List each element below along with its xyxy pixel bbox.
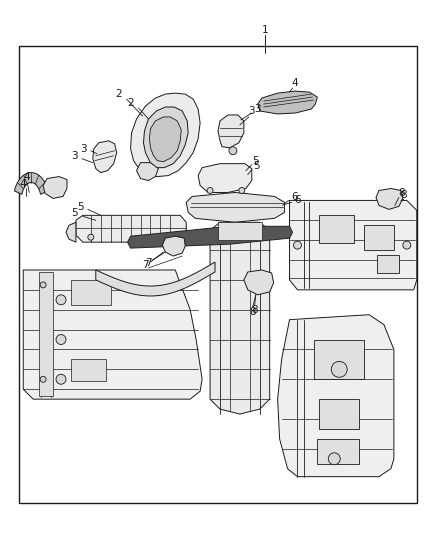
Bar: [71, 280, 111, 305]
Circle shape: [167, 234, 173, 240]
Text: 7: 7: [142, 260, 149, 270]
Bar: [19, 46, 417, 504]
Circle shape: [40, 282, 46, 288]
Text: 5: 5: [78, 203, 84, 212]
Text: 8: 8: [250, 306, 256, 317]
Circle shape: [403, 241, 411, 249]
Text: 7: 7: [145, 258, 152, 268]
Polygon shape: [96, 262, 215, 296]
Polygon shape: [218, 115, 244, 148]
Text: 6: 6: [294, 196, 301, 205]
Polygon shape: [376, 189, 403, 209]
Text: 3: 3: [254, 104, 261, 114]
Polygon shape: [23, 270, 202, 399]
Circle shape: [56, 295, 66, 305]
Bar: [314, 340, 364, 379]
Circle shape: [293, 241, 301, 249]
Bar: [319, 215, 354, 243]
Circle shape: [207, 188, 213, 193]
Text: 2: 2: [115, 89, 122, 99]
Polygon shape: [76, 215, 186, 242]
Text: 3: 3: [81, 144, 87, 154]
Polygon shape: [198, 164, 252, 192]
Text: 1: 1: [261, 25, 268, 35]
Text: 4: 4: [291, 78, 298, 88]
Polygon shape: [149, 117, 181, 161]
Circle shape: [56, 374, 66, 384]
Polygon shape: [137, 163, 159, 181]
Text: 5: 5: [71, 208, 78, 219]
Text: 3: 3: [248, 106, 255, 116]
Polygon shape: [127, 226, 293, 248]
Text: 4: 4: [24, 172, 31, 182]
Polygon shape: [186, 192, 285, 222]
Circle shape: [40, 376, 46, 382]
Polygon shape: [258, 91, 318, 114]
Polygon shape: [290, 200, 417, 290]
Text: 2: 2: [127, 98, 134, 108]
Text: 8: 8: [400, 190, 407, 200]
Bar: [364, 225, 394, 250]
Bar: [218, 222, 262, 240]
Polygon shape: [210, 222, 270, 414]
Bar: [71, 359, 106, 381]
Text: 5: 5: [254, 160, 260, 171]
Text: 8: 8: [251, 305, 258, 314]
Text: 5: 5: [252, 156, 259, 166]
Polygon shape: [93, 141, 117, 173]
Circle shape: [229, 147, 237, 155]
Circle shape: [328, 453, 340, 465]
Text: 8: 8: [399, 189, 405, 198]
Bar: [319, 399, 359, 429]
Text: 6: 6: [291, 192, 298, 203]
Bar: [377, 255, 399, 273]
Text: 3: 3: [71, 151, 78, 161]
Circle shape: [88, 234, 94, 240]
Circle shape: [331, 361, 347, 377]
Polygon shape: [39, 272, 53, 396]
Polygon shape: [43, 176, 67, 198]
Polygon shape: [162, 236, 185, 256]
Text: 4: 4: [20, 179, 27, 189]
Polygon shape: [244, 270, 274, 295]
Polygon shape: [144, 107, 188, 168]
Polygon shape: [14, 173, 48, 195]
Circle shape: [56, 335, 66, 344]
Circle shape: [239, 188, 245, 193]
Polygon shape: [278, 314, 394, 477]
Polygon shape: [131, 93, 200, 176]
Bar: [318, 439, 359, 464]
Polygon shape: [66, 222, 76, 242]
